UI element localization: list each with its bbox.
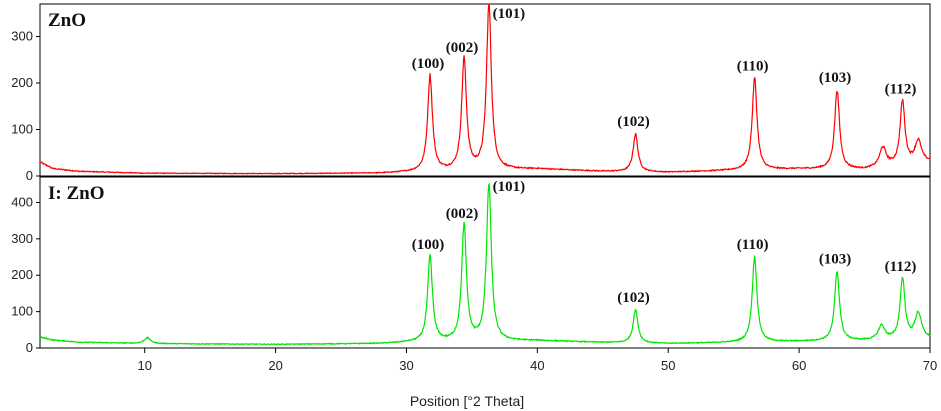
panel-title: ZnO: [48, 10, 86, 31]
x-tick-label: 70: [923, 358, 937, 373]
x-axis-title: Position [°2 Theta]: [410, 393, 524, 409]
peak-label: (112): [885, 259, 917, 275]
peak-label: (102): [617, 114, 650, 130]
panel-title: I: ZnO: [48, 183, 105, 204]
x-tick-label: 50: [661, 358, 675, 373]
x-tick-label: 20: [268, 358, 282, 373]
pattern-line: [39, 3, 931, 175]
x-tick-label: 60: [792, 358, 806, 373]
x-tick-label: 40: [530, 358, 544, 373]
y-tick-label: 400: [11, 194, 33, 209]
peak-label: (101): [493, 6, 526, 22]
y-tick-label: 100: [11, 122, 33, 137]
y-tick-label: 300: [11, 231, 33, 246]
peak-label: (110): [737, 58, 769, 74]
peak-label: (110): [737, 237, 769, 253]
y-tick-label: 0: [26, 340, 33, 355]
peak-label: (002): [446, 206, 479, 222]
y-tick-label: 0: [26, 168, 33, 183]
x-tick-label: 10: [137, 358, 151, 373]
peak-label: (102): [617, 290, 650, 306]
peak-label: (103): [819, 70, 852, 86]
x-tick-label: 30: [399, 358, 413, 373]
panel-zno: 0 100 200 300 (100)(002) (101) (102) (110) (103)…: [11, 3, 931, 183]
peak-label: (101): [493, 179, 526, 195]
peak-label: (100): [412, 237, 445, 253]
pattern-line: [39, 182, 931, 346]
peak-label: (103): [819, 252, 852, 268]
plot-frame: [39, 176, 931, 349]
peak-label: (002): [446, 40, 479, 56]
y-tick-label: 300: [11, 29, 33, 44]
plot-frame: [39, 3, 931, 177]
y-tick-label: 200: [11, 267, 33, 282]
y-tick-label: 100: [11, 304, 33, 319]
x-axis: 10 20 30 40 50 60 70: [137, 348, 937, 373]
peak-label: (100): [412, 56, 445, 72]
panel-i-zno: 0 100 200 300 400 (100)(002) (101) (102) (110) (1…: [11, 176, 931, 355]
y-tick-label: 200: [11, 75, 33, 90]
peak-label: (112): [885, 82, 917, 98]
